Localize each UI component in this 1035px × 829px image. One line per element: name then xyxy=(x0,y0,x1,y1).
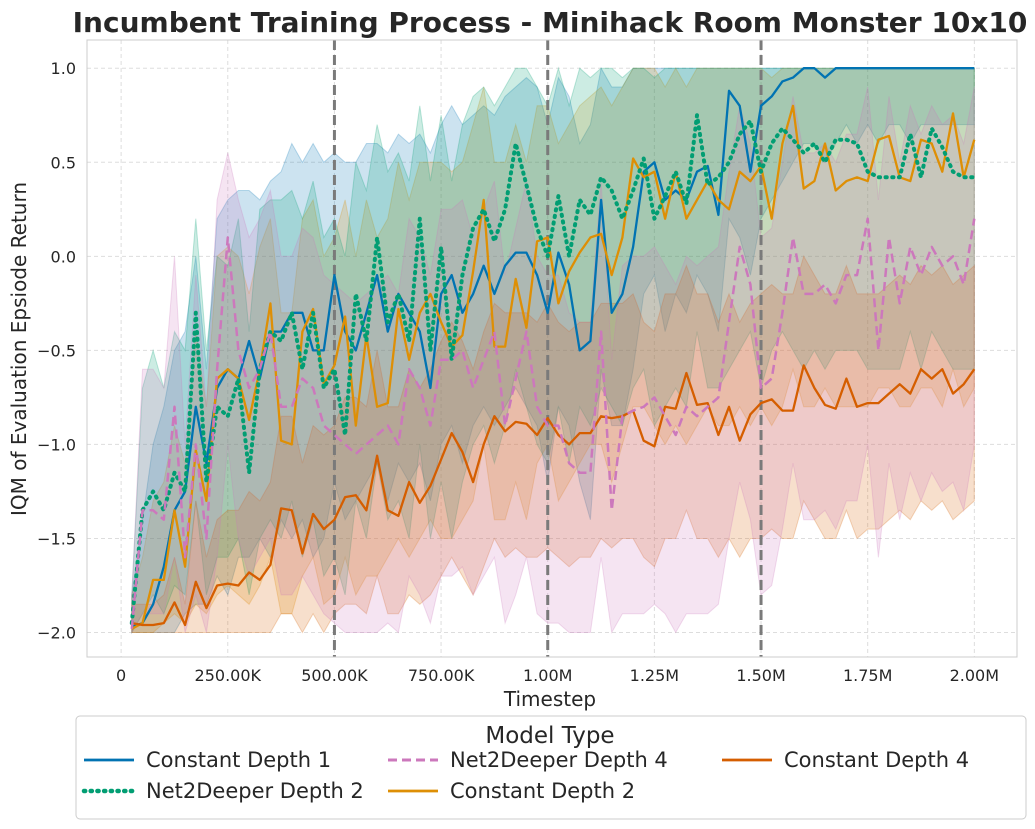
legend-items: Constant Depth 1 Net2Deeper Depth 2 Net2De… xyxy=(81,748,969,803)
legend-label-constant-depth-1: Constant Depth 1 xyxy=(146,748,331,772)
confidence-bands xyxy=(131,66,975,635)
y-tick-label: −2.0 xyxy=(37,624,76,643)
x-tick-label: 1.25M xyxy=(630,666,679,685)
x-tick-label: 0 xyxy=(116,666,126,685)
series-lines xyxy=(129,67,977,630)
x-axis-label: Timestep xyxy=(503,687,596,711)
y-axis-label: IQM of Evaluation Epsiode Return xyxy=(7,182,31,516)
legend-label-net2deeper-depth-4: Net2Deeper Depth 4 xyxy=(450,748,668,772)
x-tick-label: 1.50M xyxy=(736,666,785,685)
legend-label-constant-depth-4: Constant Depth 4 xyxy=(784,748,969,772)
x-tick-label: 250.00K xyxy=(195,666,262,685)
line-net2deeper-depth-2 xyxy=(129,113,977,626)
legend-box xyxy=(75,715,1027,820)
x-tick-label: 750.00K xyxy=(408,666,475,685)
legend-label-net2deeper-depth-2: Net2Deeper Depth 2 xyxy=(146,779,364,803)
line-constant-depth-2 xyxy=(131,104,976,630)
y-tick-label: 1.0 xyxy=(51,59,76,78)
y-axis-ticks: −2.0 −1.5 −1.0 −0.5 0.0 0.5 1.0 xyxy=(37,59,76,642)
y-tick-label: −1.5 xyxy=(37,529,76,548)
x-tick-label: 2.00M xyxy=(950,666,999,685)
x-tick-label: 1.00M xyxy=(523,666,572,685)
line-net2deeper-depth-4 xyxy=(130,217,976,629)
legend-title: Model Type xyxy=(485,723,614,749)
x-tick-label: 1.75M xyxy=(843,666,892,685)
y-tick-label: 0.5 xyxy=(51,153,76,172)
plot-area-frame xyxy=(86,39,1018,658)
x-tick-label: 500.00K xyxy=(301,666,368,685)
band-constant-depth-1 xyxy=(131,66,975,633)
x-axis-ticks: 0 250.00K 500.00K 750.00K 1.00M 1.25M 1.50M 1.7… xyxy=(116,666,999,685)
y-tick-label: −0.5 xyxy=(37,341,76,360)
phase-divider-lines xyxy=(332,40,763,657)
line-constant-depth-4 xyxy=(131,364,976,627)
band-net2deeper-depth-4 xyxy=(131,86,975,635)
band-constant-depth-2 xyxy=(131,67,975,633)
legend-label-constant-depth-2: Constant Depth 2 xyxy=(450,779,635,803)
legend: Model Type Constant Depth 1 Net2Deeper De… xyxy=(75,715,1027,820)
y-tick-label: 0.0 xyxy=(51,247,76,266)
chart-title: Incumbent Training Process - Minihack Ro… xyxy=(73,6,1028,39)
y-tick-label: −1.0 xyxy=(37,435,76,454)
